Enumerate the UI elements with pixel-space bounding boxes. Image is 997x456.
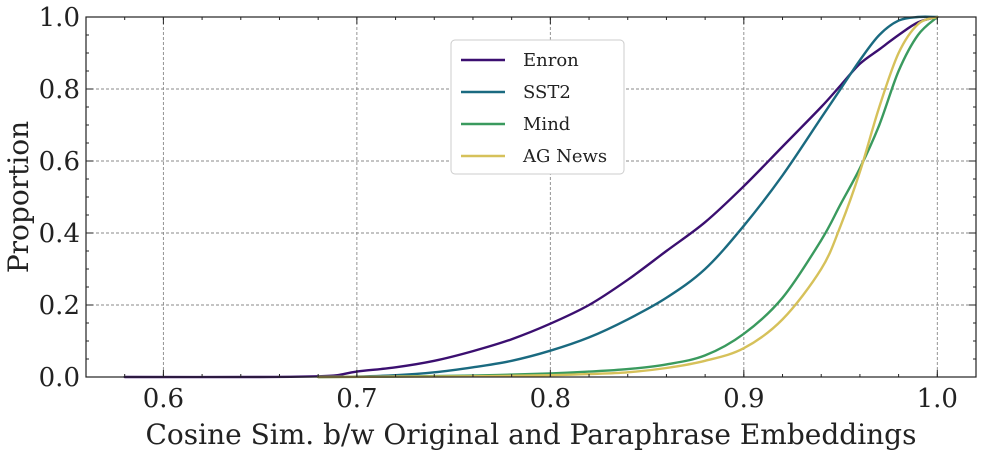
x-tick-label: 0.7: [336, 384, 377, 414]
x-tick-labels: 0.6 0.7 0.8 0.9 1.0: [143, 384, 958, 414]
ticks: [85, 16, 976, 378]
series-line-ag-news: [317, 15, 939, 379]
y-tick-label: 0.4: [39, 219, 80, 249]
y-axis-label: Proportion: [2, 121, 35, 273]
x-tick-label: 0.9: [723, 384, 764, 414]
x-axis-label: Cosine Sim. b/w Original and Paraphrase …: [146, 418, 917, 451]
x-tick-label: 1.0: [917, 384, 958, 414]
legend-label-ag-news: AG News: [522, 146, 607, 167]
y-tick-label: 0.6: [39, 147, 80, 177]
y-tick-label: 0.8: [39, 75, 80, 105]
series-line-sst2: [317, 15, 939, 379]
series-line-mind: [317, 15, 939, 379]
series-line-enron: [123, 15, 939, 379]
series-lines: [123, 15, 939, 379]
legend-label-enron: Enron: [523, 50, 579, 71]
legend: Enron SST2 Mind AG News: [450, 39, 625, 175]
y-tick-label: 0.0: [39, 363, 80, 393]
y-tick-label: 1.0: [39, 3, 80, 33]
legend-label-mind: Mind: [523, 114, 570, 135]
legend-box: [450, 39, 625, 175]
y-tick-label: 0.2: [39, 291, 80, 321]
x-tick-label: 0.8: [530, 384, 571, 414]
x-tick-label: 0.6: [143, 384, 184, 414]
y-tick-labels: 0.0 0.2 0.4 0.6 0.8 1.0: [39, 3, 80, 393]
legend-label-sst2: SST2: [523, 82, 571, 103]
